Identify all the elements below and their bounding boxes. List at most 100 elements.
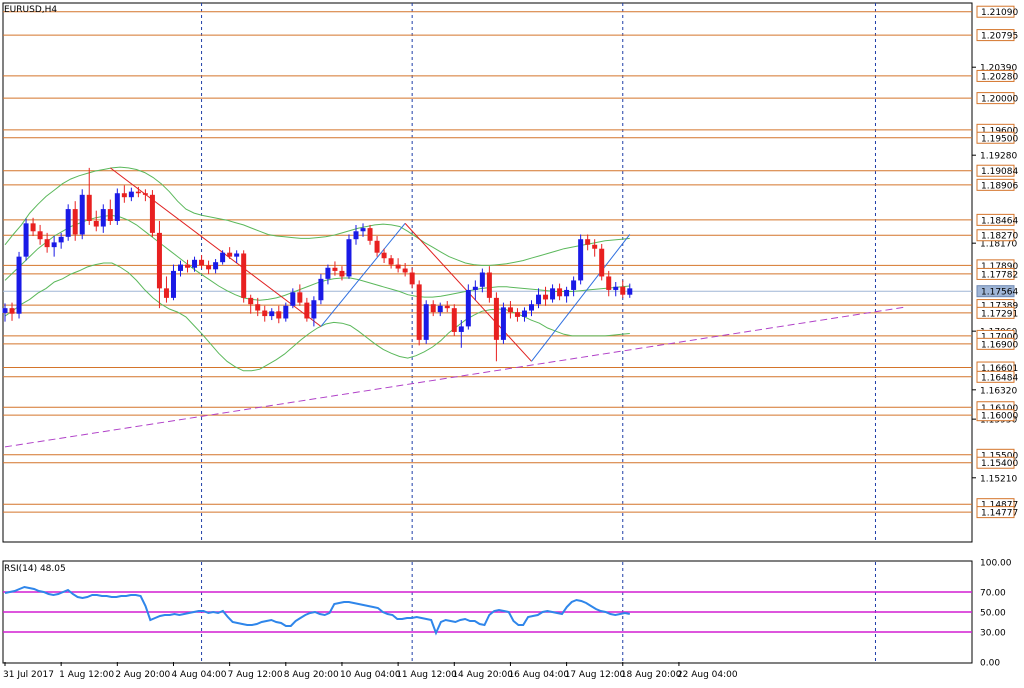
candle-body [65,209,71,237]
rsi-axis-label: 70.00 [980,589,1006,599]
candle-body [142,193,148,195]
price-level-label: 1.14777 [981,509,1018,519]
candle-body [367,228,373,241]
price-level-label: 1.19084 [981,167,1018,177]
candle-body [178,264,183,271]
price-level-label: 1.18270 [981,232,1018,242]
price-level-tag [976,409,1015,422]
candle-body [521,310,527,317]
candle-body [599,248,605,277]
bollinger-upper [4,166,630,266]
time-axis-label: 10 Aug 04:00 [340,670,401,680]
candle-body [507,307,513,313]
candle-body [156,232,162,289]
candle-body [557,288,563,297]
price-level-tag [976,29,1015,42]
candle-body [564,289,570,297]
candle-body [332,267,338,271]
price-level-label: 1.16484 [981,373,1018,383]
candle-body [416,284,422,340]
candle-body [30,223,36,232]
time-axis-label: 7 Aug 12:00 [228,670,283,680]
price-axis-label: 1.16320 [980,386,1017,396]
candle-body [311,300,317,319]
candle-body [290,292,296,306]
candle-body [585,239,591,245]
price-level-tag [976,267,1015,280]
time-axis-label: 22 Aug 04:00 [677,670,738,680]
price-level-tag [976,370,1015,383]
price-level-tag [976,337,1015,350]
price-axis-label: 1.15210 [980,474,1017,484]
candle-body [430,304,436,313]
price-level-label: 1.17890 [981,262,1018,272]
time-axis-label: 4 Aug 04:00 [171,670,226,680]
candle-body [409,272,415,285]
time-axis-label: 18 Aug 20:00 [621,670,682,680]
rsi-axis-label: 0.00 [980,659,1000,669]
candle-body [444,305,450,309]
price-level-label: 1.19600 [981,126,1018,136]
candle-body [304,302,310,319]
candle-body [37,231,43,240]
candle-body [9,308,15,314]
candle-body [381,252,387,259]
candle-body [479,272,485,287]
candle-body [423,304,429,340]
candle-body [543,294,549,300]
bollinger-lower [4,262,630,372]
candle-body [613,286,619,290]
candle-body [93,220,99,227]
price-level-tag [976,5,1015,18]
candle-body [163,288,169,298]
candle-body [536,294,542,305]
candle-body [248,297,254,305]
price-level-label: 1.18906 [981,181,1018,191]
price-level-tag [976,131,1015,144]
time-axis-label: 2 Aug 20:00 [115,670,170,680]
zigzag-segment [320,223,406,327]
price-level-label: 1.18464 [981,216,1018,226]
price-level-tag [976,178,1015,191]
rsi-line [4,585,630,636]
candle-body [339,270,345,277]
price-level-tag [976,456,1015,469]
candle-body [128,191,134,198]
candle-body [346,239,352,277]
candle-body [550,288,556,300]
candle-body [627,288,633,295]
rsi-axis-label: 100.00 [980,559,1012,569]
price-level-label: 1.14877 [981,501,1018,511]
candle-body [44,239,50,248]
price-level-label: 1.15400 [981,459,1018,469]
candle-body [592,244,598,249]
candle-body [388,258,394,265]
current-price-tag [976,285,1015,298]
candle-body [458,326,464,332]
time-axis-label: 1 Aug 12:00 [59,670,114,680]
price-level-label: 1.16000 [981,412,1018,422]
time-axis-label: 8 Aug 20:00 [284,670,339,680]
candle-body [493,297,499,340]
price-level-label: 1.19500 [981,134,1018,144]
candle-body [451,308,457,332]
price-level-tag [976,69,1015,82]
price-level-label: 1.20795 [981,32,1018,42]
rsi-axis-label: 50.00 [980,609,1006,619]
candle-body [606,276,612,290]
price-level-label: 1.17291 [981,309,1018,319]
price-level-tag [976,506,1015,519]
candle-body [620,286,626,295]
time-axis-label: 31 Jul 2017 [3,670,54,680]
candle-body [241,253,247,298]
candle-body [135,191,141,194]
candle-body [529,304,534,311]
time-axis-label: 11 Aug 12:00 [396,670,457,680]
trendline [4,306,904,448]
price-level-label: 1.21090 [981,8,1018,18]
candle-body [276,311,282,319]
candle-body [402,268,408,273]
main-pane-frame [2,2,973,543]
